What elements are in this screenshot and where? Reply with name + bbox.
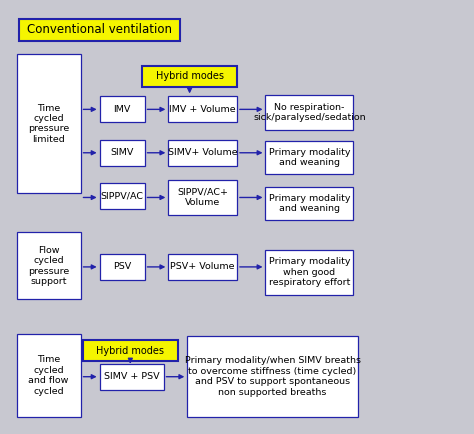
FancyBboxPatch shape	[17, 232, 81, 299]
Text: Conventional ventilation: Conventional ventilation	[27, 23, 172, 36]
FancyBboxPatch shape	[265, 250, 353, 295]
FancyBboxPatch shape	[168, 254, 237, 280]
FancyBboxPatch shape	[168, 140, 237, 166]
FancyBboxPatch shape	[83, 340, 178, 361]
FancyBboxPatch shape	[100, 140, 145, 166]
FancyBboxPatch shape	[17, 54, 81, 193]
Text: Hybrid modes: Hybrid modes	[155, 71, 224, 82]
Text: PSV: PSV	[113, 263, 131, 271]
FancyBboxPatch shape	[168, 180, 237, 215]
Text: Primary modality
and weaning: Primary modality and weaning	[269, 148, 350, 167]
Text: SIMV: SIMV	[110, 148, 134, 157]
Text: Time
cycled
pressure
limited: Time cycled pressure limited	[28, 104, 69, 144]
Text: Primary modality/when SIMV breaths
to overcome stiffness (time cycled)
and PSV t: Primary modality/when SIMV breaths to ov…	[184, 356, 361, 397]
Text: Primary modality
when good
respiratory effort: Primary modality when good respiratory e…	[269, 257, 350, 287]
FancyBboxPatch shape	[100, 183, 145, 209]
Text: No respiration-
sick/paralysed/sedation: No respiration- sick/paralysed/sedation	[253, 103, 365, 122]
FancyBboxPatch shape	[265, 95, 353, 130]
Text: Time
cycled
and flow
cycled: Time cycled and flow cycled	[28, 355, 69, 395]
Text: Hybrid modes: Hybrid modes	[96, 345, 164, 356]
FancyBboxPatch shape	[19, 19, 180, 41]
Text: IMV: IMV	[113, 105, 131, 114]
FancyBboxPatch shape	[265, 141, 353, 174]
FancyBboxPatch shape	[100, 254, 145, 280]
Text: IMV + Volume: IMV + Volume	[169, 105, 236, 114]
FancyBboxPatch shape	[187, 336, 358, 417]
FancyBboxPatch shape	[17, 334, 81, 417]
Text: SIPPV/AC+
Volume: SIPPV/AC+ Volume	[177, 188, 228, 207]
FancyBboxPatch shape	[142, 66, 237, 87]
FancyBboxPatch shape	[100, 96, 145, 122]
Text: SIPPV/AC: SIPPV/AC	[100, 192, 144, 201]
Text: Primary modality
and weaning: Primary modality and weaning	[269, 194, 350, 214]
FancyBboxPatch shape	[168, 96, 237, 122]
FancyBboxPatch shape	[100, 364, 164, 390]
Text: Flow
cycled
pressure
support: Flow cycled pressure support	[28, 246, 69, 286]
Text: SIMV + PSV: SIMV + PSV	[104, 372, 159, 381]
Text: SIMV+ Volume: SIMV+ Volume	[168, 148, 237, 157]
FancyBboxPatch shape	[265, 187, 353, 220]
Text: PSV+ Volume: PSV+ Volume	[170, 263, 235, 271]
